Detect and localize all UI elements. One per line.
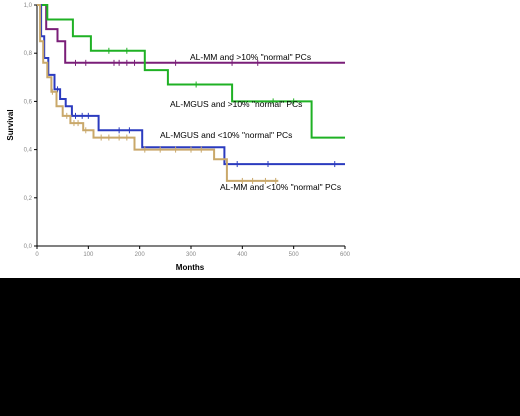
y-axis-title: Survival (6, 109, 15, 140)
y-tick-label: 0,2 (24, 196, 33, 202)
y-tick-label: 0,4 (24, 148, 33, 154)
series-label-4: AL-MM and <10% "normal" PCs (220, 182, 341, 192)
series-label-3: AL-MGUS and <10% "normal" PCs (160, 130, 292, 140)
x-tick-label: 0 (35, 252, 39, 258)
x-tick-label: 600 (340, 252, 351, 258)
x-tick-label: 400 (237, 252, 248, 258)
y-tick-label: 0,8 (24, 51, 33, 57)
chart-background (0, 0, 520, 278)
x-tick-label: 100 (83, 252, 94, 258)
series-labels: AL-MM and >10% "normal" PCs AL-MGUS and >… (160, 52, 341, 192)
km-curve-2 (37, 4, 345, 139)
axes: 0 100 200 300 400 500 600 0,0 0,2 0,4 0,6 0,8 1,0 (24, 3, 351, 258)
x-tick-label: 200 (135, 252, 146, 258)
x-tick-label: 500 (289, 252, 300, 258)
series-label-2: AL-MGUS and >10% "normal" PCs (170, 99, 302, 109)
y-tick-label: 0,6 (24, 99, 33, 105)
series-label-1: AL-MM and >10% "normal" PCs (190, 52, 311, 62)
x-tick-label: 300 (186, 252, 197, 258)
x-axis-title: Months (176, 263, 205, 272)
y-tick-label: 0,0 (24, 244, 33, 250)
curves (37, 4, 345, 184)
km-curve-1 (37, 4, 345, 64)
y-tick-label: 1,0 (24, 3, 33, 9)
